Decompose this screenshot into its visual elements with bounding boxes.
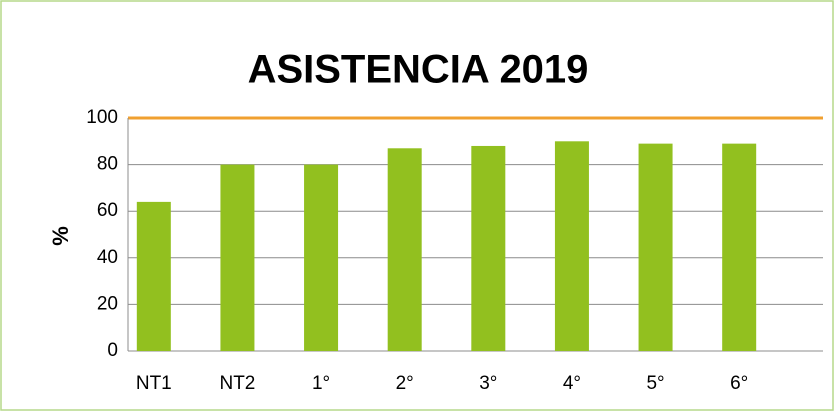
- x-tick-label: 5°: [646, 373, 664, 394]
- x-tick-label: 2°: [396, 373, 414, 394]
- bar: [638, 143, 673, 351]
- y-tick-label: 60: [97, 200, 118, 221]
- bar: [722, 143, 757, 351]
- x-tick-label: 6°: [730, 373, 748, 394]
- bar: [471, 145, 506, 351]
- x-tick-label: NT2: [219, 373, 255, 394]
- y-tick-label: 100: [86, 107, 118, 128]
- bar: [304, 164, 339, 351]
- y-tick-label: 20: [97, 293, 118, 314]
- bar: [220, 164, 255, 351]
- bar: [387, 148, 422, 351]
- y-tick-label: 40: [97, 247, 118, 268]
- x-tick-label: NT1: [136, 373, 172, 394]
- x-tick-label: 1°: [312, 373, 330, 394]
- y-tick-label: 0: [107, 340, 118, 361]
- bar: [554, 141, 589, 351]
- x-tick-label: 4°: [563, 373, 581, 394]
- bar: [136, 201, 171, 351]
- x-tick-label: 3°: [479, 373, 497, 394]
- y-axis-label: %: [48, 226, 73, 246]
- y-tick-label: 80: [97, 154, 118, 175]
- chart-title: ASISTENCIA 2019: [248, 48, 589, 92]
